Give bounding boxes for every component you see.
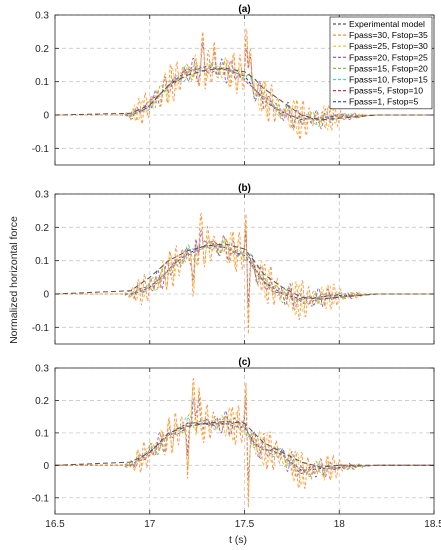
x-tick-label: 18.5 <box>424 519 441 530</box>
x-tick-label: 17.5 <box>235 519 255 530</box>
chart-panel-2: -0.1 0 0.1 0.2 0.3 (b) <box>32 183 435 345</box>
chart-title: (b) <box>238 183 251 194</box>
x-tick-label: 17 <box>144 519 156 530</box>
y-tick-label: 0 <box>43 461 49 472</box>
y-tick-label: 0.2 <box>35 44 49 55</box>
y-tick-label: 0.3 <box>35 364 49 375</box>
chart-panel-3: 16.5 17 17.5 18 18.5 -0.1 0 0.1 0.2 0.3 (c) <box>32 357 441 530</box>
x-tick-label: 16.5 <box>45 519 65 530</box>
y-tick-label: -0.1 <box>32 144 50 155</box>
legend-entry: Fpass=25, Fstop=30 <box>349 41 428 51</box>
series-line-fpass-30-fstop-35 <box>55 212 434 335</box>
legend-entry: Fpass=15, Fstop=20 <box>349 63 428 73</box>
chart-title: (a) <box>238 4 250 15</box>
legend-box <box>329 16 433 110</box>
x-axis-label: t (s) <box>229 534 247 546</box>
y-tick-label: 0 <box>43 290 49 301</box>
y-tick-label: 0.1 <box>35 77 49 88</box>
y-tick-label: 0.3 <box>35 11 49 22</box>
y-tick-label: 0.2 <box>35 223 49 234</box>
y-tick-label: -0.1 <box>32 493 50 504</box>
legend-entry: Fpass=10, Fstop=15 <box>349 75 428 85</box>
y-axis-label: Normalized horizontal force <box>8 216 20 344</box>
legend-entry: Fpass=30, Fstop=35 <box>349 30 428 40</box>
legend-entry: Experimental model <box>349 19 425 29</box>
y-tick-label: 0.1 <box>35 428 49 439</box>
y-tick-label: -0.1 <box>32 323 50 334</box>
series-line-fpass-10-fstop-15 <box>55 416 434 478</box>
x-tick-label: 18 <box>334 519 346 530</box>
legend-entry: Fpass=1, Fstop=5 <box>349 97 418 107</box>
y-tick-label: 0 <box>43 111 49 122</box>
legend-entry: Fpass=20, Fstop=25 <box>349 52 428 62</box>
series-line-fpass-20-fstop-25 <box>55 397 434 481</box>
series-line-fpass-30-fstop-35 <box>55 377 434 508</box>
series-line-experimental-model <box>54 420 434 468</box>
y-tick-label: 0.3 <box>35 190 49 201</box>
legend-entry: Fpass=5, Fstop=10 <box>349 86 423 96</box>
y-tick-label: 0.2 <box>35 396 49 407</box>
series-line-experimental-model <box>54 67 434 121</box>
y-tick-label: 0.1 <box>35 256 49 267</box>
chart-title: (c) <box>238 357 250 368</box>
series-line-experimental-model <box>54 243 434 300</box>
